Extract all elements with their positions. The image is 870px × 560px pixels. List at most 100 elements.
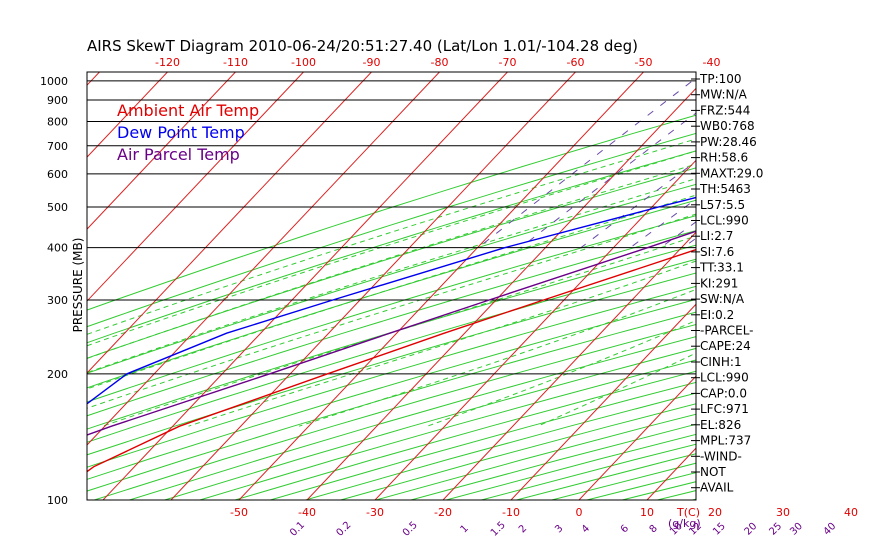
bottom-temp-tick-label: 20: [708, 506, 722, 519]
mixing-ratio-tick-label: 20: [743, 521, 760, 538]
chart-title: AIRS SkewT Diagram 2010-06-24/20:51:27.4…: [87, 37, 638, 55]
dry-adiabat: [164, 347, 696, 500]
top-temp-tick-label: -120: [155, 56, 180, 69]
mixing-ratio-tick-label: 30: [788, 521, 805, 538]
series-line-air-parcel-temp: [87, 230, 696, 436]
top-temp-tick-label: -50: [635, 56, 653, 69]
mixing-ratio-line: [775, 72, 870, 248]
y-axis-label: PRESSURE (MB): [71, 238, 85, 333]
plot-border: [86, 71, 697, 501]
dry-adiabat: [234, 370, 696, 500]
index-label: AVAIL: [700, 481, 734, 495]
bottom-temp-tick-label: 10: [640, 506, 654, 519]
top-temp-tick-label: -80: [431, 56, 449, 69]
isotherm: [87, 72, 168, 158]
bottom-temperature-tick-labels: -50 -40 -30 -20 -10 0 10 20 30 40: [230, 506, 858, 519]
pressure-tick-labels: 100 200 300 400 500 600 700 800 900 1000: [40, 75, 68, 507]
mixing-ratio-tick-label: 4: [580, 523, 592, 535]
dry-adiabat: [87, 298, 696, 480]
legend-air-parcel-temp: Air Parcel Temp: [117, 145, 240, 164]
isotherm: [102, 72, 508, 500]
series-line-ambient-air-temp: [87, 248, 696, 473]
dry-adiabat: [516, 453, 696, 500]
mixing-ratio-line: [660, 221, 696, 249]
isotherm: [87, 72, 440, 446]
mixing-ratio-tick-label: 3: [553, 523, 565, 535]
pressure-tick-label: 600: [47, 168, 68, 181]
isotherm-lines: [0, 72, 870, 500]
dry-adiabat: [270, 381, 696, 500]
index-label: RH:58.6: [700, 151, 748, 165]
isotherm: [87, 72, 304, 302]
mixing-ratio-line: [800, 72, 870, 248]
top-temp-tick-label: -60: [567, 56, 585, 69]
dry-adiabat: [87, 150, 696, 344]
index-label: SW:N/A: [700, 292, 745, 306]
dry-adiabat: [87, 230, 696, 417]
dry-adiabat: [87, 215, 696, 403]
pressure-tick-label: 400: [47, 242, 68, 255]
index-label: CAPE:24: [700, 339, 751, 353]
index-label: FRZ:544: [700, 103, 750, 117]
index-label: CINH:1: [700, 355, 742, 369]
isotherm: [442, 231, 696, 500]
isotherm: [0, 72, 31, 500]
index-label: TT:33.1: [699, 261, 744, 275]
mixing-ratio-tick-label: 40: [822, 521, 839, 538]
mixing-ratio-tick-label: 0.2: [335, 520, 354, 539]
legend-dew-point-temp: Dew Point Temp: [117, 123, 245, 142]
series-line-dew-point-temp: [87, 196, 696, 405]
pressure-tick-label: 700: [47, 140, 68, 153]
profile-lines: [87, 196, 696, 473]
isotherm: [87, 72, 236, 230]
mixing-ratio-unit-label: (g/kg): [668, 517, 701, 530]
index-label: LFC:971: [700, 402, 749, 416]
dry-adiabat: [340, 403, 696, 500]
moist-adiabat: [427, 319, 696, 427]
dry-adiabat: [87, 285, 696, 468]
plot-frame: [86, 71, 697, 501]
isotherm: [87, 72, 372, 374]
isotherm: [578, 375, 696, 500]
mixing-ratio-tick-label: 0.1: [288, 520, 307, 539]
dry-adiabat: [481, 443, 696, 500]
legend-ambient-air-temp: Ambient Air Temp: [117, 101, 259, 120]
moist-adiabat: [87, 163, 696, 359]
bottom-temp-tick-label: -20: [434, 506, 452, 519]
mixing-ratio-line: [477, 77, 696, 249]
temperature-unit-label: T(C): [676, 506, 700, 519]
index-label: WB0:768: [700, 119, 755, 133]
dry-adiabat: [94, 324, 696, 500]
dry-adiabat: [87, 114, 696, 311]
index-label: TH:5463: [699, 182, 751, 196]
bottom-temp-tick-label: -10: [502, 506, 520, 519]
bottom-temp-tick-label: -50: [230, 506, 248, 519]
mixing-ratio-tick-label: 1.5: [489, 520, 508, 539]
mixing-ratio-tick-label: 25: [767, 521, 784, 538]
isotherm: [510, 303, 696, 500]
mixing-ratio-line: [821, 72, 870, 248]
index-label: MPL:737: [700, 434, 751, 448]
mixing-ratio-line: [580, 160, 696, 249]
index-label: L57:5.5: [700, 198, 745, 212]
mixing-ratio-line: [859, 72, 870, 248]
moist-adiabat: [87, 138, 696, 335]
isotherm: [851, 72, 870, 500]
dry-adiabat: [87, 183, 696, 374]
mixing-ratio-tick-label: 1: [459, 523, 471, 535]
pressure-tick-label: 100: [47, 494, 68, 507]
mixing-ratio-tick-label: 8: [648, 523, 660, 535]
top-temp-tick-label: -90: [363, 56, 381, 69]
index-label: LCL:990: [700, 214, 749, 228]
dry-adiabat: [410, 423, 696, 500]
index-label: CAP:0.0: [700, 386, 747, 400]
top-temp-tick-label: -110: [223, 56, 248, 69]
pressure-tick-label: 1000: [40, 75, 68, 88]
pressure-tick-label: 800: [47, 116, 68, 129]
index-label: PW:28.46: [700, 135, 757, 149]
mixing-ratio-tick-label: 6: [619, 523, 631, 535]
index-label: TP:100: [699, 72, 742, 86]
index-label: -WIND-: [700, 449, 742, 463]
isotherm: [646, 447, 696, 500]
